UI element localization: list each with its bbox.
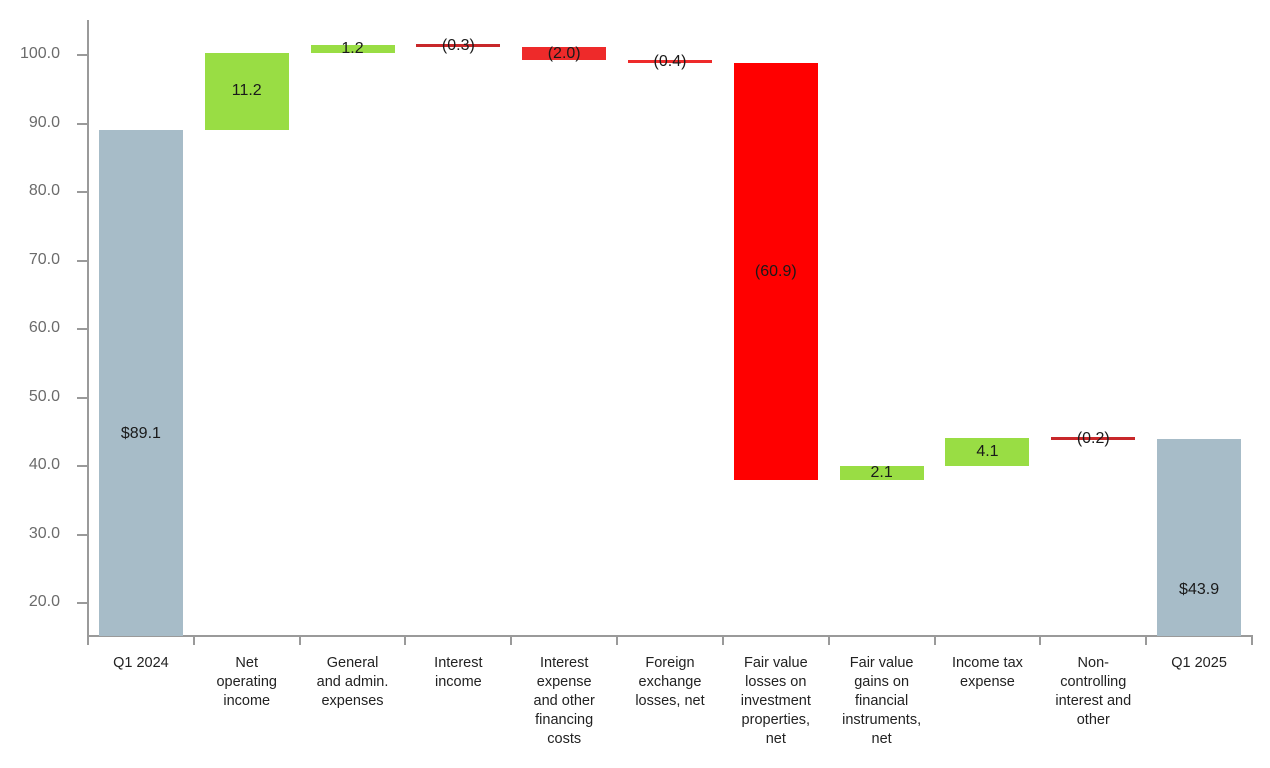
y-tick-mark <box>77 191 88 193</box>
bar-decrease <box>416 44 501 48</box>
bar-value-label: 11.2 <box>231 82 262 100</box>
x-tick-mark <box>1145 636 1148 645</box>
y-tick-mark <box>77 533 88 536</box>
bar-decrease <box>733 63 818 481</box>
bar-value-label: (60.9) <box>754 262 797 280</box>
y-tick-mark <box>77 259 88 262</box>
x-category-label: Q1 2025 <box>1171 655 1227 671</box>
y-tick-mark <box>77 54 88 56</box>
bar-value-label: (0.2) <box>1076 429 1110 447</box>
y-tick-mark <box>77 465 88 467</box>
bar-value-label: (0.4) <box>653 52 687 70</box>
y-tick-label: 60.0 <box>28 319 60 336</box>
y-tick-label: 20.0 <box>28 593 60 610</box>
bar-decrease <box>628 60 712 64</box>
y-tick-mark <box>77 328 88 330</box>
y-tick-label: 40.0 <box>28 456 60 473</box>
x-tick-mark <box>1251 636 1253 645</box>
x-tick-mark <box>87 636 89 645</box>
bar-increase <box>310 44 395 53</box>
x-tick-mark <box>616 636 619 645</box>
x-tick-mark <box>192 636 195 645</box>
bar-value-label: 2.1 <box>870 464 893 482</box>
x-tick-mark <box>933 636 936 645</box>
x-category-label: Q1 2024 <box>113 655 169 671</box>
bar-total <box>98 129 183 636</box>
x-tick-mark <box>510 636 513 645</box>
x-category-label: Fair value losses on investment properti… <box>740 655 811 747</box>
y-tick-mark <box>77 122 88 125</box>
x-tick-mark <box>298 636 301 645</box>
y-axis-line <box>87 20 89 637</box>
x-category-label: General and admin. expenses <box>316 655 389 709</box>
bar-increase <box>204 52 289 130</box>
y-tick-label: 100.0 <box>19 45 60 62</box>
x-category-label: Net operating income <box>216 655 277 709</box>
bar-value-label: 4.1 <box>976 442 999 460</box>
x-category-label: Non- controlling interest and other <box>1055 655 1132 728</box>
x-category-label: Income tax expense <box>951 655 1023 690</box>
bar-decrease <box>1051 437 1136 441</box>
bar-value-label: 1.2 <box>341 39 364 57</box>
y-tick-label: 80.0 <box>28 182 60 199</box>
x-tick-mark <box>827 636 830 645</box>
bar-decrease <box>522 46 607 61</box>
x-category-label: Interest income <box>434 655 483 690</box>
y-tick-label: 30.0 <box>28 524 60 542</box>
x-axis-line <box>87 635 1253 637</box>
bar-increase <box>839 466 924 481</box>
x-tick-mark <box>1039 636 1042 645</box>
y-tick-label: 50.0 <box>28 387 60 405</box>
x-tick-mark <box>404 636 407 645</box>
x-category-label: Interest expense and other financing cos… <box>533 655 595 747</box>
x-category-label: Fair value gains on financial instrument… <box>842 655 922 747</box>
bar-value-label: (0.3) <box>441 36 475 54</box>
x-tick-mark <box>721 636 724 645</box>
y-tick-label: 70.0 <box>28 250 60 268</box>
bar-increase <box>945 437 1030 466</box>
y-tick-mark <box>77 396 88 399</box>
bar-value-label: $89.1 <box>120 425 161 442</box>
y-tick-mark <box>77 602 88 604</box>
x-category-label: Foreign exchange losses, net <box>635 655 705 709</box>
bar-total <box>1157 439 1242 636</box>
y-tick-label: 90.0 <box>28 113 60 131</box>
bar-value-label: $43.9 <box>1179 581 1220 598</box>
bar-value-label: (2.0) <box>547 44 581 62</box>
